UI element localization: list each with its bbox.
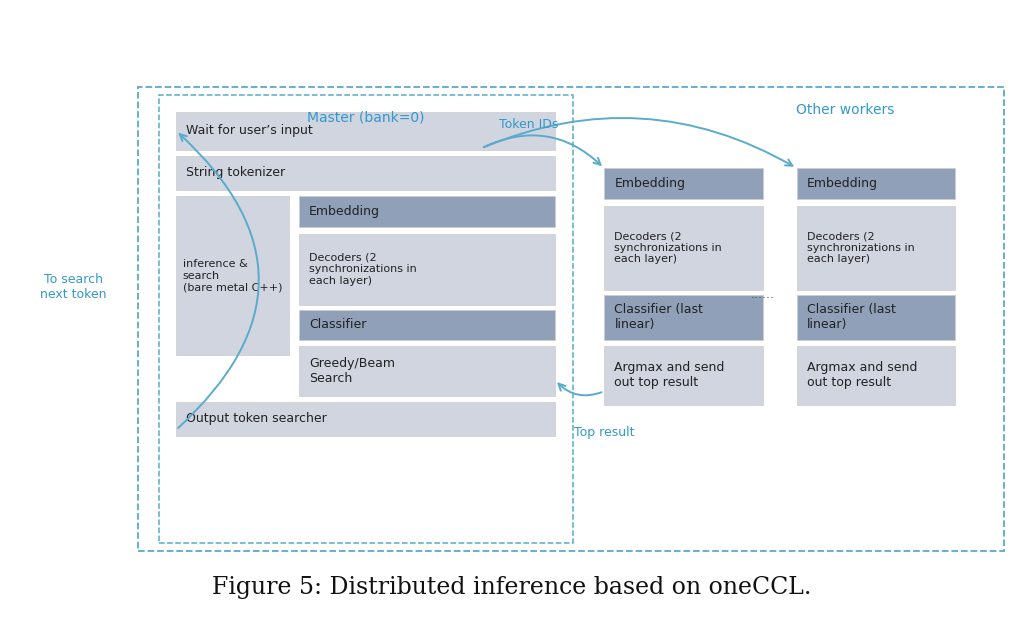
Bar <box>176 402 555 436</box>
Text: Argmax and send
out top result: Argmax and send out top result <box>807 361 918 389</box>
Bar <box>604 346 763 405</box>
Bar <box>604 168 763 199</box>
Bar <box>176 112 555 150</box>
Bar <box>797 206 955 290</box>
Text: Master (bank=0): Master (bank=0) <box>307 110 425 124</box>
Text: Top result: Top result <box>573 427 635 439</box>
Text: Greedy/Beam
Search: Greedy/Beam Search <box>309 357 395 384</box>
Bar <box>299 196 555 227</box>
Bar <box>159 95 573 543</box>
Text: Classifier (last
linear): Classifier (last linear) <box>807 303 896 331</box>
Text: Wait for user’s input: Wait for user’s input <box>186 125 313 137</box>
Bar <box>797 346 955 405</box>
Bar <box>604 206 763 290</box>
Text: Decoders (2
synchronizations in
each layer): Decoders (2 synchronizations in each lay… <box>614 231 722 264</box>
Text: Embedding: Embedding <box>309 206 380 218</box>
Text: ......: ...... <box>751 288 775 300</box>
Text: String tokenizer: String tokenizer <box>186 166 286 179</box>
Bar <box>604 295 763 340</box>
Text: Decoders (2
synchronizations in
each layer): Decoders (2 synchronizations in each lay… <box>807 231 914 264</box>
Bar <box>797 295 955 340</box>
Text: Argmax and send
out top result: Argmax and send out top result <box>614 361 725 389</box>
Text: Decoders (2
synchronizations in
each layer): Decoders (2 synchronizations in each lay… <box>309 253 417 286</box>
Bar <box>176 196 289 355</box>
Text: Figure 5: Distributed inference based on oneCCL.: Figure 5: Distributed inference based on… <box>212 576 812 599</box>
Bar <box>299 346 555 396</box>
Text: inference &
search
(bare metal C++): inference & search (bare metal C++) <box>182 259 283 292</box>
Text: To search
next token: To search next token <box>41 273 106 300</box>
Text: Output token searcher: Output token searcher <box>186 412 327 426</box>
Text: Embedding: Embedding <box>807 178 878 190</box>
Text: Classifier: Classifier <box>309 318 367 331</box>
Bar <box>176 156 555 190</box>
Text: Embedding: Embedding <box>614 178 685 190</box>
Text: Classifier (last
linear): Classifier (last linear) <box>614 303 703 331</box>
Bar <box>299 310 555 340</box>
Text: Token IDs: Token IDs <box>499 118 558 131</box>
Bar <box>299 234 555 305</box>
Bar <box>138 87 1004 551</box>
Text: Other workers: Other workers <box>796 103 894 117</box>
Bar <box>797 168 955 199</box>
